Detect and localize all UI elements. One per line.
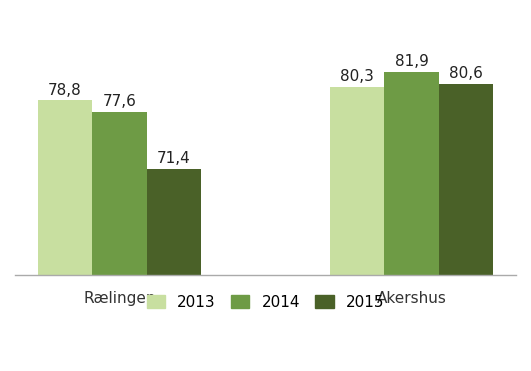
Bar (439, 84, 493, 371)
Bar (147, 169, 201, 371)
Text: 77,6: 77,6 (102, 94, 136, 109)
Text: 78,8: 78,8 (48, 83, 82, 98)
Bar (38, 101, 92, 371)
Bar (92, 112, 147, 371)
Bar (330, 86, 384, 371)
Text: 80,3: 80,3 (340, 69, 374, 84)
Text: 71,4: 71,4 (157, 151, 191, 167)
Legend: 2013, 2014, 2015: 2013, 2014, 2015 (142, 290, 389, 314)
Text: 80,6: 80,6 (449, 66, 483, 81)
Bar (384, 72, 439, 371)
Text: 81,9: 81,9 (395, 54, 429, 69)
